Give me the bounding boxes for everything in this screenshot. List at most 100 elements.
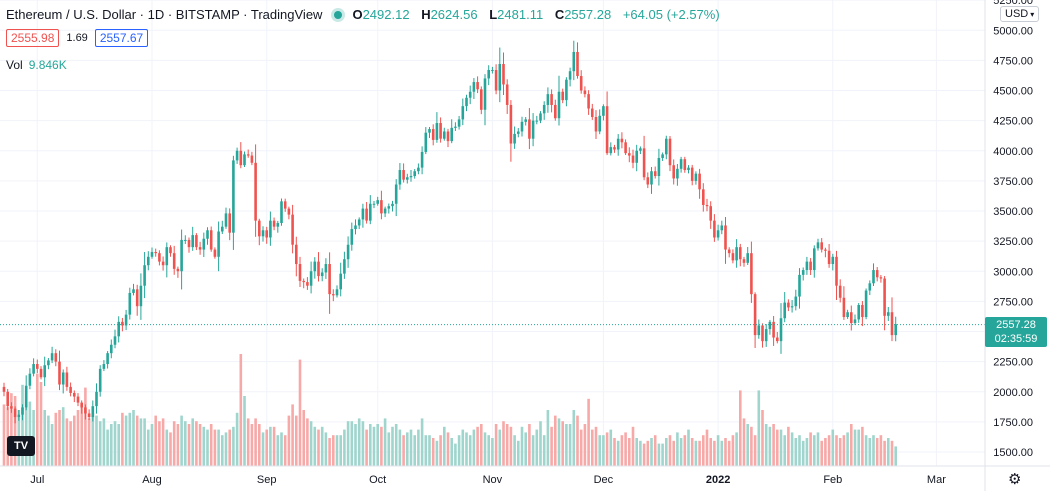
- candle-body: [587, 94, 590, 109]
- volume-bar: [261, 432, 265, 466]
- x-tick-label: Oct: [369, 474, 386, 486]
- volume-bar: [724, 438, 727, 466]
- candle-body: [80, 402, 83, 408]
- market-status-icon[interactable]: [334, 10, 343, 19]
- chevron-down-icon: ▾: [1030, 10, 1035, 19]
- candle-body: [387, 206, 391, 209]
- bar-countdown: 02:35:59: [994, 333, 1038, 345]
- volume-bar: [135, 415, 139, 466]
- candle-body: [73, 392, 76, 397]
- volume-bar: [306, 418, 309, 466]
- y-tick-label: 5000.00: [993, 25, 1033, 37]
- x-axis[interactable]: Jul Aug Sep Oct Nov Dec 2022 Feb Mar: [30, 474, 946, 486]
- volume-bar: [505, 424, 509, 466]
- volume-bar: [369, 424, 372, 466]
- volume-bar: [868, 438, 872, 466]
- candle-body: [853, 319, 857, 324]
- gear-icon[interactable]: ⚙: [1008, 471, 1022, 488]
- volume-bar: [742, 418, 746, 466]
- candle-body: [872, 270, 875, 284]
- volume-bar: [380, 426, 383, 466]
- candle-body: [280, 201, 283, 224]
- candle-body: [583, 90, 587, 95]
- volume-bar: [154, 415, 157, 466]
- volume-bar: [298, 359, 302, 466]
- volume-bar: [757, 390, 761, 466]
- candle-body: [565, 79, 568, 101]
- volume-bar: [232, 426, 235, 466]
- volume-bar: [698, 440, 701, 466]
- buy-button[interactable]: 2557.67: [94, 29, 149, 47]
- volume-bar: [753, 435, 757, 466]
- candle-body: [54, 353, 58, 362]
- candle-body: [783, 302, 786, 319]
- volume-bar: [217, 429, 220, 466]
- candle-body: [354, 225, 357, 230]
- volume-bar: [783, 435, 786, 466]
- volume-bar: [21, 384, 24, 466]
- volume-bar: [853, 429, 857, 466]
- volume-bar: [54, 412, 58, 466]
- candle-body: [254, 162, 257, 221]
- volume-bar: [687, 429, 690, 466]
- volume-bar: [798, 435, 801, 466]
- volume-bar: [720, 440, 724, 466]
- candle-body: [753, 294, 757, 336]
- x-tick-label: Jul: [30, 474, 44, 486]
- sell-button[interactable]: 2555.98: [6, 29, 60, 47]
- volume-bar: [838, 438, 842, 466]
- candle-body: [202, 238, 206, 250]
- candle-body: [413, 171, 416, 177]
- volume-bar: [176, 424, 180, 466]
- volume-bar: [557, 418, 561, 466]
- volume-bar: [106, 429, 109, 466]
- tradingview-logo[interactable]: TV: [7, 436, 35, 456]
- volume-legend[interactable]: Vol 9.846K: [6, 58, 67, 72]
- volume-bar: [772, 424, 775, 466]
- volume-bar: [254, 418, 257, 466]
- candle-body: [213, 249, 217, 257]
- volume-bar: [84, 387, 87, 466]
- volume-bar: [576, 415, 579, 466]
- candle-body: [32, 364, 35, 374]
- candle-body: [235, 150, 239, 161]
- candle-body: [132, 289, 135, 293]
- candle-body: [98, 368, 102, 392]
- candle-body: [731, 253, 735, 261]
- currency-select[interactable]: USD ▾: [1000, 6, 1040, 22]
- candle-body: [520, 121, 524, 132]
- candle-body: [698, 173, 701, 190]
- candle-body: [468, 91, 472, 98]
- candle-body: [894, 324, 897, 336]
- symbol-title[interactable]: Ethereum / U.S. Dollar · 1D · BITSTAMP ·…: [6, 7, 323, 22]
- volume-bar: [498, 429, 502, 466]
- volume-bar: [790, 432, 794, 466]
- volume-bar: [887, 438, 890, 466]
- candle-body: [357, 219, 361, 226]
- volume-bar: [761, 410, 764, 466]
- volume-bar: [546, 410, 550, 466]
- volume-bar: [302, 410, 305, 466]
- volume-bar: [746, 424, 749, 466]
- volume-bar: [483, 432, 487, 466]
- volume-bar: [653, 435, 657, 466]
- candle-body: [846, 312, 849, 318]
- last-price-value: 2557.28: [996, 319, 1036, 331]
- candle-body: [380, 200, 383, 214]
- candle-body: [28, 373, 32, 386]
- candle-body: [169, 247, 172, 254]
- volume-bar: [705, 429, 709, 466]
- volume-bar: [61, 407, 65, 466]
- y-axis[interactable]: 1500.001750.002000.002250.002500.002750.…: [993, 0, 1033, 459]
- x-tick-label: Dec: [594, 474, 614, 486]
- volume-bar: [779, 429, 783, 466]
- volume-bar: [372, 426, 376, 466]
- x-tick-label: Mar: [927, 474, 946, 486]
- volume-bar: [480, 424, 483, 466]
- candle-body: [313, 261, 317, 272]
- volume-bar: [43, 410, 46, 466]
- y-tick-label: 3000.00: [993, 266, 1033, 278]
- candle-body: [694, 173, 698, 181]
- volume-bar: [187, 424, 191, 466]
